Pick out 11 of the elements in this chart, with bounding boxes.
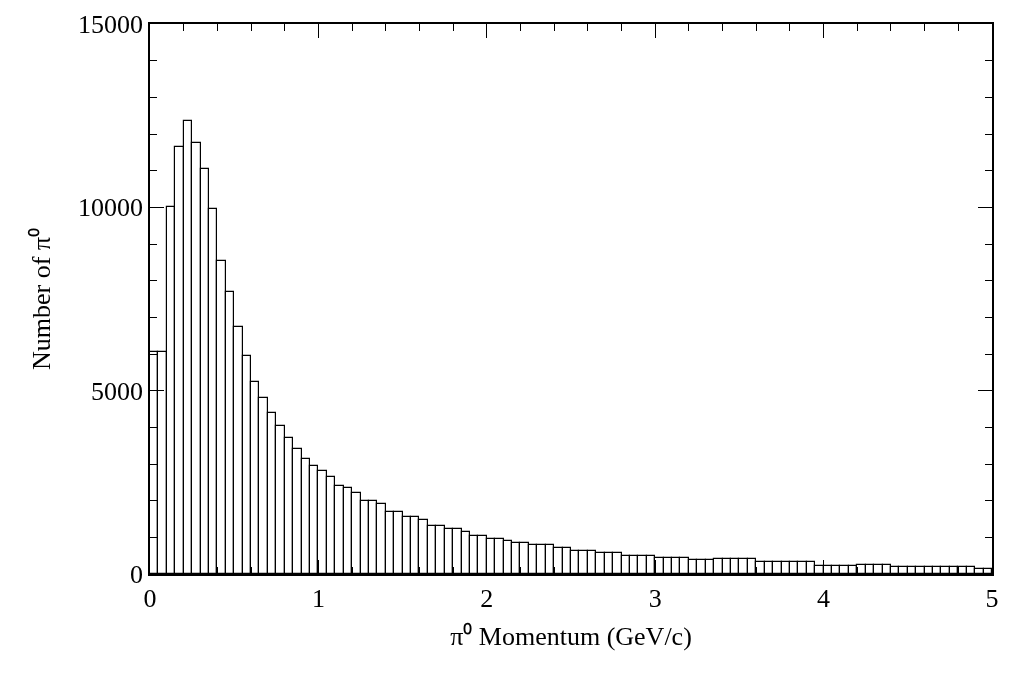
x-tick-label: 4 (817, 583, 831, 613)
y-tick-label: 10000 (78, 193, 144, 223)
x-tick-label: 3 (648, 583, 662, 613)
x-tick-label: 5 (985, 583, 999, 613)
y-tick-label: 15000 (78, 10, 144, 40)
y-tick-label: 5000 (91, 376, 144, 406)
x-axis-title: π⁰ Momentum (GeV/c) (450, 622, 692, 652)
y-tick-label: 0 (130, 560, 144, 590)
x-tick-label: 1 (311, 583, 325, 613)
y-axis-title: Number of π⁰ (26, 228, 56, 370)
x-tick-label: 2 (480, 583, 494, 613)
